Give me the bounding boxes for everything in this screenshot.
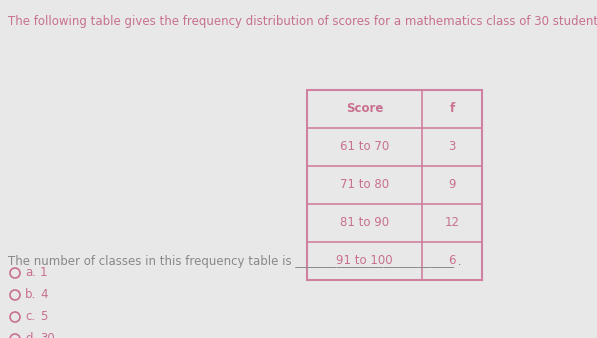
Text: a.: a. bbox=[25, 266, 36, 280]
Text: 61 to 70: 61 to 70 bbox=[340, 141, 389, 153]
Text: c.: c. bbox=[25, 311, 35, 323]
Text: f: f bbox=[450, 102, 455, 116]
Text: 81 to 90: 81 to 90 bbox=[340, 217, 389, 230]
Text: b.: b. bbox=[25, 289, 36, 301]
Text: 6: 6 bbox=[448, 255, 456, 267]
Text: 9: 9 bbox=[448, 178, 456, 192]
Text: 91 to 100: 91 to 100 bbox=[336, 255, 393, 267]
Text: The number of classes in this frequency table is ___________________________ .: The number of classes in this frequency … bbox=[8, 255, 461, 268]
Text: 4: 4 bbox=[40, 289, 48, 301]
Text: d.: d. bbox=[25, 333, 36, 338]
Bar bbox=[307, 90, 482, 280]
Text: 12: 12 bbox=[445, 217, 460, 230]
Text: 1: 1 bbox=[40, 266, 48, 280]
Text: 71 to 80: 71 to 80 bbox=[340, 178, 389, 192]
Text: 3: 3 bbox=[448, 141, 456, 153]
Text: 5: 5 bbox=[40, 311, 47, 323]
Text: The following table gives the frequency distribution of scores for a mathematics: The following table gives the frequency … bbox=[8, 15, 597, 28]
Text: 30: 30 bbox=[40, 333, 55, 338]
Text: Score: Score bbox=[346, 102, 383, 116]
